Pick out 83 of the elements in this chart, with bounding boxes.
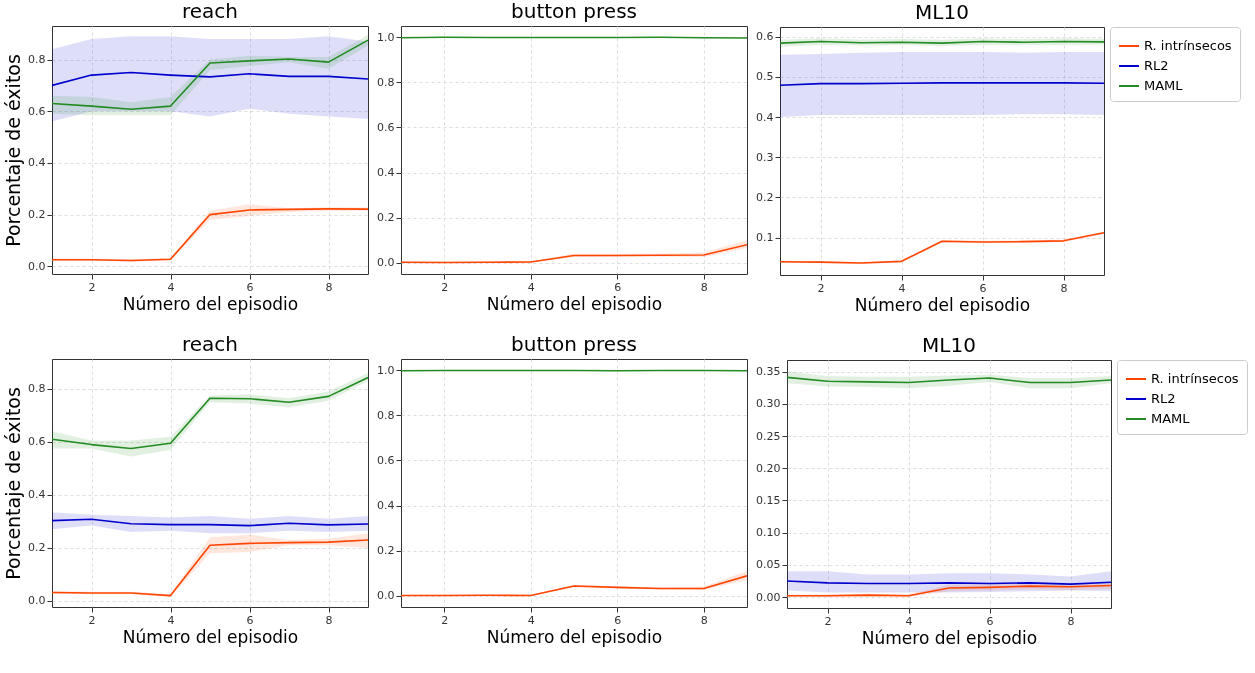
y-tick-label: 0.00 [756, 590, 781, 604]
y-tick-label: 0.3 [756, 150, 774, 164]
legend-label: RL2 [1151, 391, 1176, 406]
x-axis-title: Número del episodio [486, 626, 663, 647]
legend-label: MAML [1151, 411, 1191, 426]
x-tick-label: 8 [1067, 614, 1075, 628]
x-axis-title: Número del episodio [122, 626, 299, 647]
x-tick-label: 8 [325, 280, 333, 294]
y-tick-label: 0.4 [28, 488, 46, 502]
line-series [52, 71, 368, 87]
x-axis-title: Número del episodio [122, 293, 299, 314]
legend-label: MAML [1144, 78, 1184, 93]
x-axis-title: Número del episodio [854, 294, 1031, 315]
y-axis-title: Porcentaje de éxitos [2, 387, 25, 580]
x-tick-label: 8 [700, 280, 708, 294]
x-tick-label: 8 [325, 613, 333, 627]
y-tick-label: 0.6 [377, 120, 395, 134]
y-tick-label: 0.30 [756, 397, 781, 411]
y-tick-label: 0.35 [756, 365, 781, 379]
y-tick-label: 0.0 [28, 259, 46, 273]
y-tick-label: 0.6 [377, 453, 395, 467]
y-tick-label: 0.0 [377, 256, 395, 270]
chart-title: button press [511, 0, 637, 23]
x-tick-label: 4 [167, 280, 175, 294]
y-tick-label: 0.4 [28, 156, 46, 170]
x-tick-label: 2 [88, 613, 96, 627]
chart-title: ML10 [915, 0, 969, 24]
y-tick-label: 0.1 [756, 231, 774, 245]
y-tick-label: 0.8 [377, 408, 395, 422]
x-tick-label: 4 [167, 613, 175, 627]
y-tick-label: 0.4 [377, 166, 395, 180]
legend-label: RL2 [1144, 58, 1169, 73]
x-tick-label: 2 [817, 281, 825, 295]
chart-title: ML10 [922, 332, 976, 357]
x-tick-label: 8 [700, 613, 708, 627]
y-tick-label: 0.10 [756, 526, 781, 540]
chart-title: button press [511, 332, 637, 356]
y-tick-label: 0.05 [756, 558, 781, 572]
x-tick-label: 6 [614, 280, 622, 294]
y-tick-label: 0.0 [377, 589, 395, 603]
y-tick-label: 0.2 [377, 211, 395, 225]
x-axis-title: Número del episodio [486, 293, 663, 314]
x-tick-label: 4 [527, 613, 535, 627]
y-tick-label: 0.5 [756, 70, 774, 84]
y-tick-label: 0.8 [377, 75, 395, 89]
y-tick-label: 1.0 [377, 30, 395, 44]
x-tick-label: 6 [979, 281, 987, 295]
chart-title: reach [181, 332, 239, 356]
y-tick-label: 0.8 [28, 53, 46, 67]
y-tick-label: 0.6 [28, 104, 46, 118]
y-tick-label: 0.2 [756, 190, 774, 204]
y-tick-label: 0.15 [756, 493, 781, 507]
x-axis-title: Número del episodio [861, 627, 1038, 648]
x-tick-label: 8 [1060, 281, 1068, 295]
y-tick-label: 0.2 [377, 544, 395, 558]
y-tick-label: 0.20 [756, 461, 781, 475]
x-tick-label: 6 [614, 613, 622, 627]
x-tick-label: 2 [441, 613, 449, 627]
legend-label: R. intrínsecos [1151, 371, 1239, 386]
y-tick-label: 1.0 [377, 363, 395, 377]
line-series [401, 575, 747, 597]
y-tick-label: 0.8 [28, 382, 46, 396]
y-tick-label: 0.2 [28, 541, 46, 555]
x-tick-label: 2 [824, 614, 832, 628]
legend-label: R. intrínsecos [1144, 38, 1232, 53]
chart-title: reach [181, 0, 239, 23]
x-tick-label: 6 [246, 613, 254, 627]
y-tick-label: 0.25 [756, 429, 781, 443]
x-tick-label: 2 [441, 280, 449, 294]
y-tick-label: 0.2 [28, 208, 46, 222]
x-tick-label: 2 [88, 280, 96, 294]
line-series [52, 518, 368, 527]
y-tick-label: 0.0 [28, 594, 46, 608]
x-tick-label: 4 [905, 614, 913, 628]
x-tick-label: 6 [246, 280, 254, 294]
x-tick-label: 4 [527, 280, 535, 294]
y-axis-title: Porcentaje de éxitos [2, 54, 25, 247]
y-tick-label: 0.6 [28, 435, 46, 449]
y-tick-label: 0.4 [377, 499, 395, 513]
x-tick-label: 6 [986, 614, 994, 628]
y-tick-label: 0.4 [756, 110, 774, 124]
x-tick-label: 4 [898, 281, 906, 295]
y-tick-label: 0.6 [756, 30, 774, 44]
